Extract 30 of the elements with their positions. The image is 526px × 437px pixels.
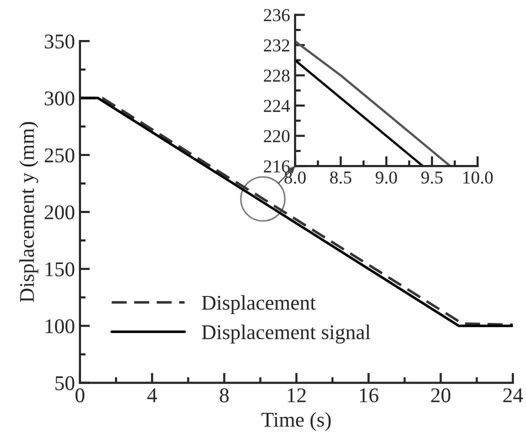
legend-label: Displacement signal	[202, 324, 370, 344]
y-tick-label: 100	[46, 319, 74, 334]
y-tick-label: 236	[264, 9, 290, 22]
y-tick-label: 220	[264, 130, 290, 142]
y-tick-label: 250	[44, 148, 74, 162]
legend-label: Displacement	[202, 295, 316, 314]
y-tick-label: 228	[264, 70, 290, 82]
y-tick-label: 350	[44, 34, 74, 49]
y-tick-label: 150	[46, 262, 74, 276]
x-tick-label: 8.0	[284, 171, 306, 184]
line-series	[295, 40, 452, 166]
x-tick-label: 8.5	[330, 171, 352, 184]
x-axis-title: Time (s)	[262, 412, 331, 432]
x-tick-label: 4	[147, 388, 157, 402]
y-tick-label: 50	[55, 376, 74, 390]
y-tick-label: 232	[264, 39, 290, 52]
x-tick-label: 8	[220, 388, 229, 402]
x-tick-label: 9.0	[376, 171, 397, 184]
x-tick-label: 16	[360, 388, 378, 402]
y-tick-label: 216	[264, 160, 290, 172]
y-tick-label: 224	[264, 100, 290, 112]
y-tick-label: 200	[44, 205, 74, 220]
x-tick-label: 20	[431, 388, 450, 402]
x-tick-label: 10.0	[463, 171, 493, 184]
x-tick-label: 9.5	[421, 171, 443, 184]
x-tick-label: 24	[503, 388, 523, 402]
y-axis-title: Displacement y (mm)	[19, 122, 38, 302]
y-tick-label: 300	[44, 91, 74, 106]
x-tick-label: 12	[288, 388, 306, 402]
x-tick-label: 0	[76, 388, 84, 402]
